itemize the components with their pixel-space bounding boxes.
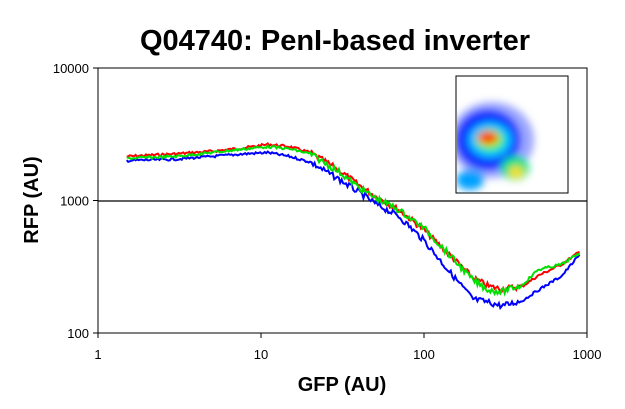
x-tick-label: 10 <box>254 347 268 362</box>
x-tick-label: 1 <box>94 347 101 362</box>
series-line-blue <box>125 150 581 311</box>
x-axis-label: GFP (AU) <box>298 374 387 396</box>
chart-title: Q04740: PenI-based inverter <box>140 25 530 57</box>
series-line-green <box>126 143 581 297</box>
x-tick-label: 1000 <box>573 347 602 362</box>
y-tick-label: 1000 <box>60 194 89 209</box>
y-tick-label: 100 <box>67 326 89 341</box>
y-axis-label: RFP (AU) <box>21 156 43 243</box>
x-tick-label: 100 <box>413 347 435 362</box>
inset-scatter-plot <box>455 75 569 194</box>
y-tick-label: 10000 <box>53 61 89 76</box>
